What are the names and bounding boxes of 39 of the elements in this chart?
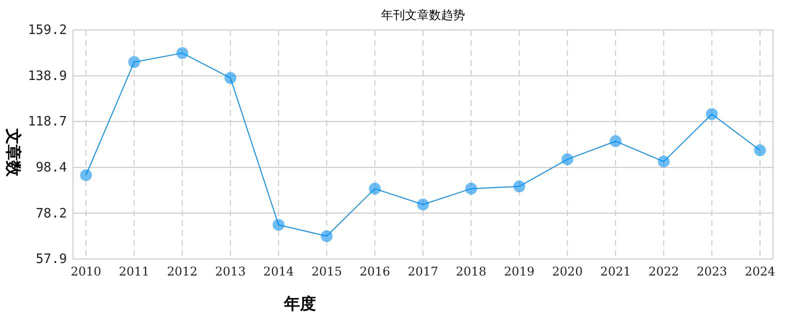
point <box>417 198 429 210</box>
x-tick-label: 2021 <box>600 264 631 279</box>
x-tick-label: 2011 <box>118 264 150 279</box>
point <box>128 56 140 68</box>
point <box>658 156 670 168</box>
x-tick-label: 2010 <box>70 264 102 279</box>
point <box>465 182 478 195</box>
point <box>176 47 188 59</box>
x-tick-label: 2024 <box>744 264 776 279</box>
y-tick-label: 57.9 <box>36 252 67 268</box>
y-tick-label: 98.4 <box>36 160 68 176</box>
x-tick-label: 2014 <box>263 264 294 279</box>
x-tick-label: 2018 <box>456 264 486 279</box>
x-tick-label: 2023 <box>696 264 728 279</box>
point <box>272 218 284 231</box>
y-tick-label: 159.2 <box>28 23 67 38</box>
x-tick-label: 2020 <box>552 264 583 279</box>
point <box>610 135 622 148</box>
x-tick-label: 2017 <box>408 264 438 279</box>
y-axis-title: 文章数 <box>4 128 23 178</box>
chart-title: 年刊文章数趋势 <box>381 8 465 22</box>
x-tick-label: 2013 <box>215 264 246 279</box>
point <box>706 108 718 120</box>
point <box>513 180 526 192</box>
point <box>562 153 574 166</box>
x-tick-label: 2019 <box>504 264 535 279</box>
x-tick-label: 2022 <box>648 264 679 279</box>
x-axis-title: 年度 <box>283 294 316 313</box>
point <box>754 144 766 156</box>
y-tick-label: 78.2 <box>36 206 67 222</box>
y-tick-label: 118.7 <box>28 114 67 130</box>
point <box>320 230 333 242</box>
x-tick-label: 2012 <box>167 264 198 279</box>
x-tick-label: 2015 <box>311 264 342 279</box>
point <box>224 72 236 84</box>
point <box>80 169 92 182</box>
point <box>368 182 381 195</box>
x-tick-label: 2016 <box>360 264 390 279</box>
y-tick-label: 138.9 <box>28 69 67 84</box>
